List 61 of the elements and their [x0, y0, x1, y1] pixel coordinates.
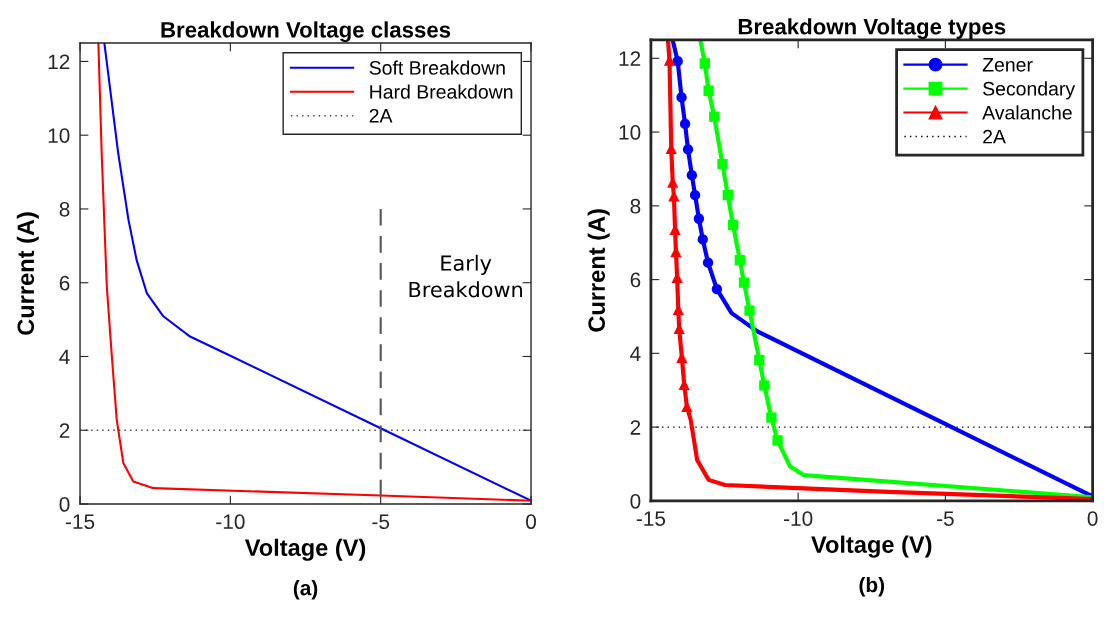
- point: [686, 170, 697, 181]
- point: [711, 284, 723, 295]
- y-tick-label: 2: [59, 423, 70, 438]
- point: [676, 92, 687, 103]
- point: [754, 354, 765, 366]
- y-tick-label: 8: [59, 201, 70, 217]
- point: [759, 380, 770, 391]
- y-tick-label: 8: [630, 198, 641, 214]
- point: [772, 435, 783, 446]
- point: [744, 305, 755, 316]
- annotation: Early Breakdown: [409, 254, 522, 298]
- chart-title: Breakdown Voltage classes: [161, 21, 451, 43]
- point: [703, 85, 714, 96]
- x-tick-label: -15: [65, 514, 95, 530]
- y-axis-title: Current (A): [587, 209, 610, 332]
- point: [697, 234, 708, 245]
- x-tick-label: -10: [216, 514, 245, 530]
- y-tick-label: 10: [619, 125, 641, 140]
- y-tick-label: 12: [619, 51, 641, 66]
- legend-label: 2A: [369, 108, 393, 123]
- point: [693, 213, 705, 224]
- y-tick-label: 4: [630, 346, 641, 361]
- legend-label: Zener: [982, 58, 1033, 72]
- legend-label: 2A: [983, 129, 1006, 144]
- x-tick-label: -15: [636, 511, 666, 526]
- x-tick-label: 0: [526, 514, 537, 530]
- y-tick-label: 6: [630, 272, 641, 288]
- x-tick-label: -5: [372, 514, 390, 530]
- y-axis-title: Current (A): [16, 212, 39, 335]
- point: [699, 58, 710, 69]
- point: [702, 257, 714, 268]
- text: (b): [859, 576, 885, 597]
- y-tick-label: 2: [630, 420, 641, 435]
- legend-label: Soft Breakdown: [369, 60, 505, 75]
- chart-title: Breakdown Voltage types: [738, 18, 1006, 40]
- point: [734, 254, 745, 266]
- legend-label: Avalanche: [982, 105, 1072, 120]
- y-tick-label: 4: [59, 349, 70, 365]
- x-tick-label: 0: [1087, 511, 1098, 526]
- x-axis-title: Voltage (V): [244, 538, 366, 561]
- y-tick-label: 10: [48, 128, 70, 143]
- legend-label: Hard Breakdown: [370, 84, 513, 99]
- point: [722, 189, 733, 201]
- x-tick-label: -10: [784, 511, 813, 526]
- point: [717, 159, 728, 170]
- point: [689, 189, 701, 201]
- y-tick-label: 12: [48, 54, 70, 69]
- point: [679, 118, 691, 130]
- y-tick-label: 0: [59, 497, 70, 512]
- x-tick-label: -5: [937, 511, 954, 526]
- point: [738, 277, 750, 288]
- point: [672, 56, 683, 67]
- point: [709, 111, 720, 122]
- point: [727, 219, 739, 231]
- point: [766, 412, 777, 423]
- legend-label: Secondary: [983, 81, 1076, 100]
- y-tick-label: 0: [630, 493, 641, 509]
- text: (a): [293, 580, 318, 600]
- y-tick-label: 6: [59, 275, 70, 291]
- point: [682, 144, 694, 155]
- x-axis-title: Voltage (V): [811, 535, 932, 558]
